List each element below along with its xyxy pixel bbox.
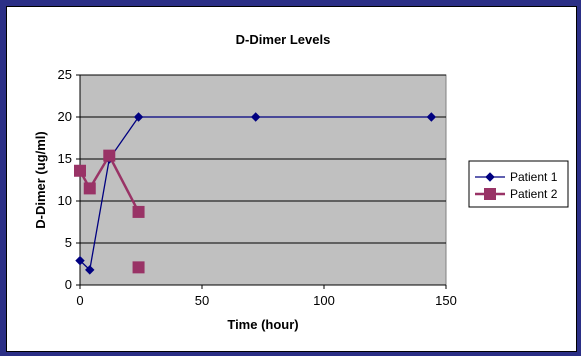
x-tick-label: 150: [435, 293, 457, 308]
data-point: [74, 164, 86, 177]
series-layer: [74, 112, 437, 275]
data-point: [250, 112, 261, 122]
x-axis-title: Time (hour): [227, 317, 298, 332]
series-2: [74, 149, 145, 274]
y-tick-label: 0: [65, 277, 72, 292]
y-tick-label: 10: [58, 193, 72, 208]
legend-label: Patient 1: [510, 170, 558, 184]
x-tick-label: 100: [313, 293, 335, 308]
legend-label: Patient 2: [510, 187, 558, 201]
data-point: [426, 112, 437, 122]
y-tick-label: 20: [58, 109, 72, 124]
data-point: [133, 112, 144, 122]
legend-marker: [484, 188, 496, 200]
line-chart: D-Dimer Levels 0 5 10 15 20 25 0 50 100 150 D-Dim…: [33, 32, 569, 332]
legend: Patient 1 Patient 2: [468, 160, 569, 208]
x-tick-label: 50: [195, 293, 209, 308]
data-point: [83, 182, 96, 195]
y-tick-label: 25: [58, 67, 72, 82]
data-point: [75, 255, 85, 266]
legend-marker: [485, 172, 495, 182]
chart-area: D-Dimer Levels 0 5 10 15 20 25 0 50 100 150 D-Dim…: [6, 6, 577, 352]
data-point: [103, 149, 116, 162]
data-point: [85, 265, 95, 275]
y-tick-label: 15: [58, 151, 72, 166]
axes: 0 5 10 15 20 25 0 50 100 150: [58, 67, 457, 308]
series-line: [78, 153, 140, 213]
x-tick-label: 0: [76, 293, 83, 308]
data-point: [132, 205, 145, 218]
y-axis-title: D-Dimer (ug/ml): [33, 131, 48, 229]
chart-title: D-Dimer Levels: [236, 32, 331, 47]
y-tick-label: 5: [65, 235, 72, 250]
data-point: [132, 261, 145, 274]
plot-area: [79, 74, 447, 286]
